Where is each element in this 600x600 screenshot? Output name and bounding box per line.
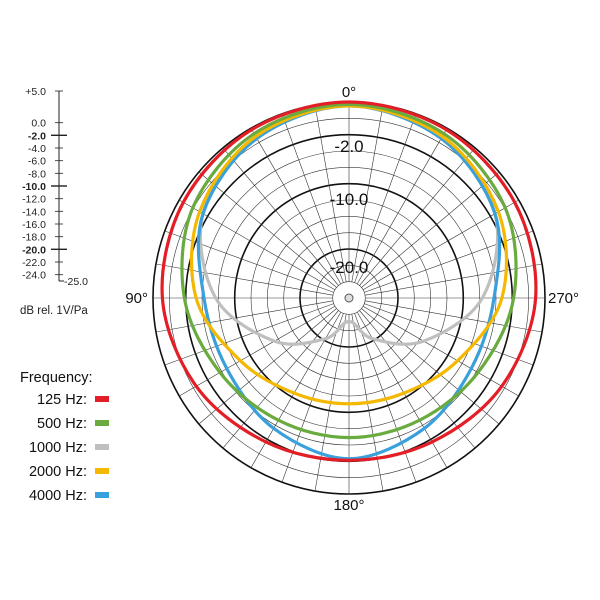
grid-spoke [364, 303, 534, 366]
scale-label-bottom: -25.0 [64, 276, 88, 288]
legend-label: 1000 Hz: [29, 440, 87, 456]
scale-label: +5.0 [25, 86, 46, 98]
grid-spoke [198, 171, 337, 288]
grid-spoke [222, 147, 339, 286]
curve-500hz [180, 102, 518, 440]
grid-spoke [314, 104, 347, 282]
grid-spoke [362, 199, 519, 291]
legend-label: 500 Hz: [37, 416, 87, 432]
legend-swatch [95, 468, 109, 474]
grid-spoke [198, 308, 337, 425]
db-scale: +5.00.0-2.0-4.0-6.0-8.0-10.0-12.0-14.0-1… [22, 86, 88, 288]
angle-label-0: 0° [342, 84, 356, 101]
scale-label: -22.0 [22, 257, 46, 269]
scale-label: -6.0 [28, 156, 46, 168]
legend-swatch [95, 444, 109, 450]
grid-spoke [362, 305, 519, 397]
scale-label: -10.0 [22, 181, 46, 193]
angle-label-180: 180° [333, 497, 364, 514]
grid-spoke [281, 113, 344, 283]
curve-125hz [160, 100, 538, 462]
grid-spoke [155, 263, 333, 296]
legend-label: 4000 Hz: [29, 488, 87, 504]
radial-labels: -2.0 -10.0 -20.0 [330, 137, 369, 277]
scale-label: -16.0 [22, 219, 46, 231]
grid-spoke [361, 308, 500, 425]
legend-label: 125 Hz: [37, 392, 87, 408]
grid-spoke [155, 300, 333, 333]
scale-label: -20.0 [22, 244, 46, 256]
scale-label: 0.0 [31, 118, 46, 130]
grid-spoke [356, 128, 448, 285]
grid-spoke [359, 310, 476, 449]
legend-swatch [95, 492, 109, 498]
grid-spoke [365, 300, 543, 333]
legend: Frequency: 125 Hz: 500 Hz: 1000 Hz: 2000 Hz… [20, 370, 109, 504]
grid-spoke [222, 310, 339, 449]
radial-label-minus-2: -2.0 [334, 137, 363, 156]
legend-swatch [95, 420, 109, 426]
grid-spoke [351, 104, 384, 282]
grid-spoke [164, 303, 334, 366]
scale-label: -12.0 [22, 194, 46, 206]
grid-spoke [179, 199, 336, 291]
angle-label-90: 90° [125, 290, 148, 307]
curve-2000hz [189, 104, 509, 406]
legend-swatch [95, 396, 109, 402]
scale-label: -2.0 [28, 130, 46, 142]
radial-label-minus-10: -10.0 [330, 190, 369, 209]
legend-title: Frequency: [20, 370, 93, 386]
scale-label: -18.0 [22, 232, 46, 244]
unit-label: dB rel. 1V/Pa [20, 305, 88, 317]
angle-label-270: 270° [548, 290, 579, 307]
scale-label: -8.0 [28, 168, 46, 180]
scale-label: -24.0 [22, 270, 46, 282]
scale-label: -14.0 [22, 206, 46, 218]
grid-spoke [361, 171, 500, 288]
angle-labels: 0° 90° 180° 270° [125, 84, 579, 514]
scale-label: -4.0 [28, 143, 46, 155]
legend-label: 2000 Hz: [29, 464, 87, 480]
polar-curves [160, 100, 538, 462]
grid-spoke [365, 263, 543, 296]
grid-spoke [179, 305, 336, 397]
center-hub [344, 293, 354, 303]
radial-label-minus-20: -20.0 [330, 258, 369, 277]
grid-spoke [359, 147, 476, 286]
grid-spoke [354, 113, 417, 283]
grid-spoke [250, 128, 342, 285]
